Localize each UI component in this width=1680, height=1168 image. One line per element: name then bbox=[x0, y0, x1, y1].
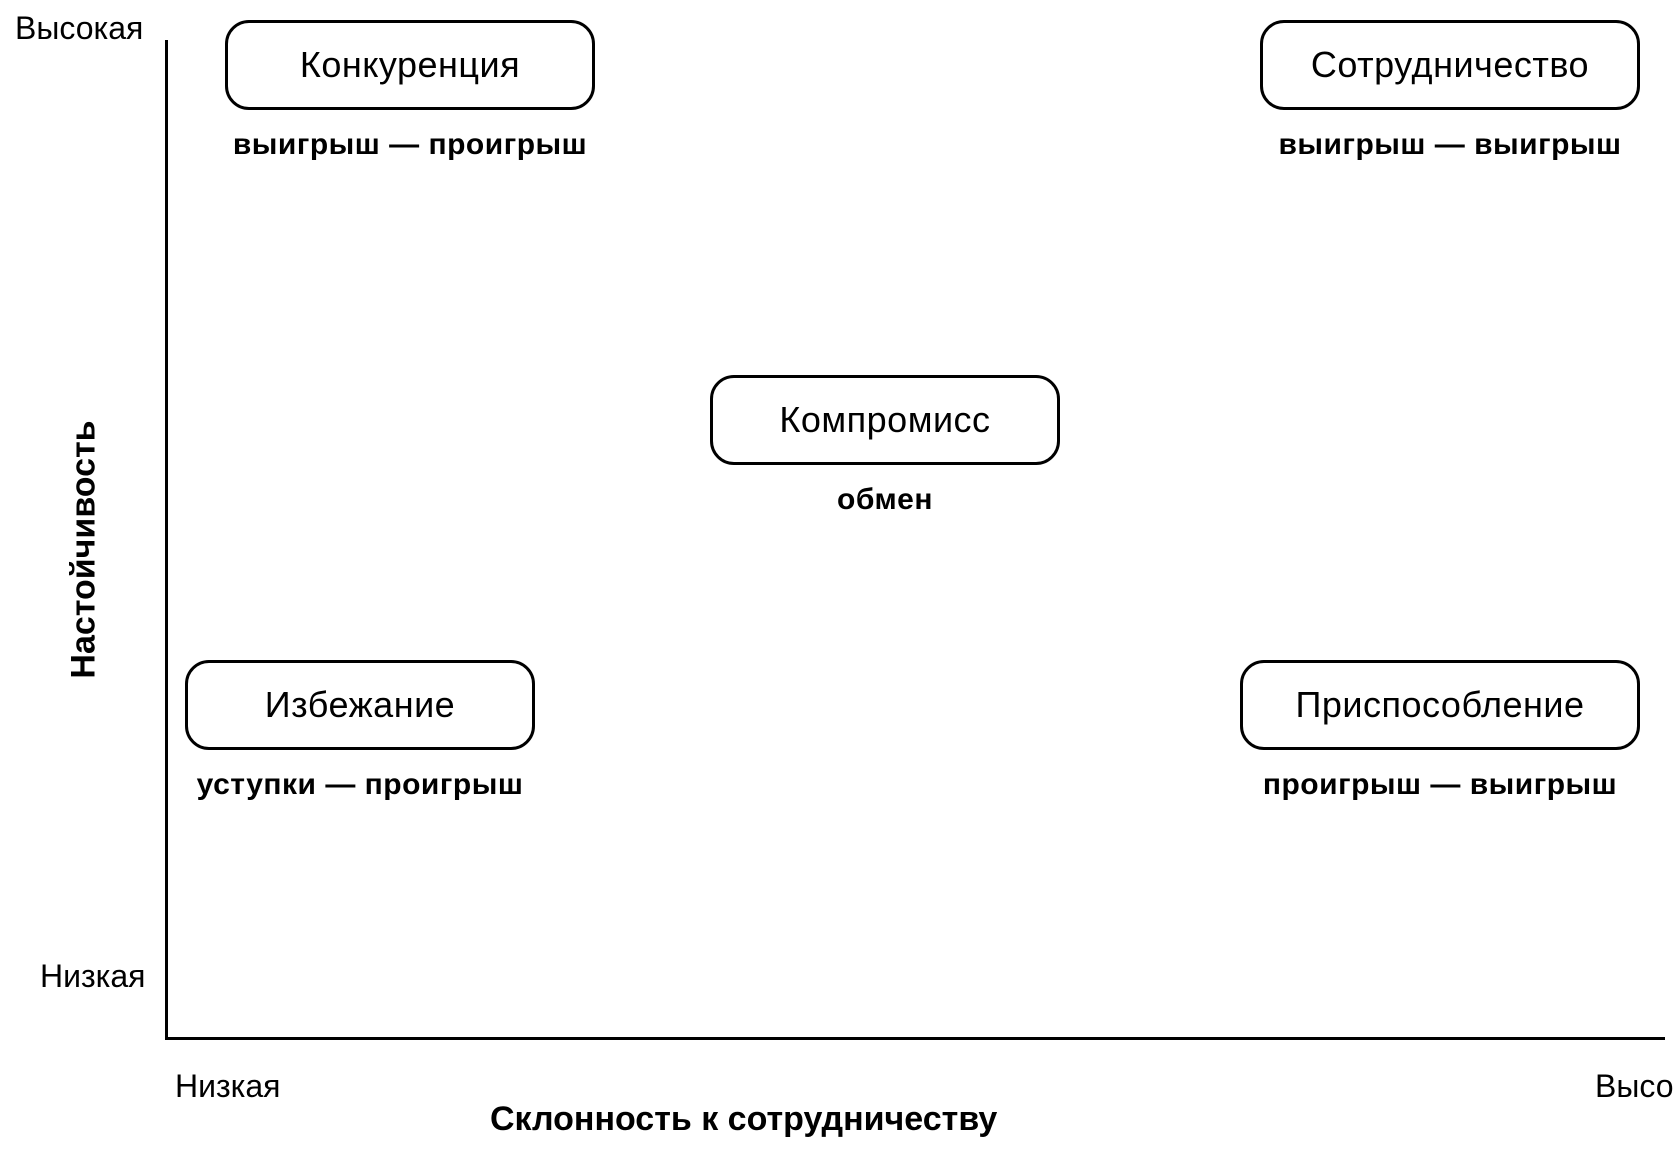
node-cooperation-subtitle: выигрыш — выигрыш bbox=[1278, 128, 1621, 162]
node-avoidance-subtitle: уступки — проигрыш bbox=[197, 768, 524, 802]
node-avoidance-box: Избежание bbox=[185, 660, 535, 750]
node-competition-box: Конкуренция bbox=[225, 20, 595, 110]
x-tick-low: Низкая bbox=[175, 1068, 280, 1105]
y-tick-low: Низкая bbox=[40, 958, 145, 995]
node-avoidance-title: Избежание bbox=[265, 684, 455, 726]
node-competition-subtitle: выигрыш — проигрыш bbox=[233, 128, 587, 162]
node-accommodation: Приспособление проигрыш — выигрыш bbox=[1240, 660, 1640, 802]
node-cooperation: Сотрудничество выигрыш — выигрыш bbox=[1260, 20, 1640, 162]
node-accommodation-box: Приспособление bbox=[1240, 660, 1640, 750]
plot-area: Конкуренция выигрыш — проигрыш Сотруднич… bbox=[165, 40, 1665, 1040]
node-avoidance: Избежание уступки — проигрыш bbox=[185, 660, 535, 802]
node-compromise-subtitle: обмен bbox=[837, 483, 933, 517]
y-axis-line bbox=[165, 40, 168, 1040]
node-accommodation-subtitle: проигрыш — выигрыш bbox=[1263, 768, 1617, 802]
x-axis-line bbox=[165, 1037, 1665, 1040]
x-tick-high: Высо bbox=[1595, 1068, 1674, 1105]
node-competition-title: Конкуренция bbox=[300, 44, 520, 86]
y-axis-label: Настойчивость bbox=[65, 420, 104, 678]
x-axis-label: Склонность к сотрудничеству bbox=[490, 1100, 997, 1139]
y-tick-high: Высокая bbox=[15, 10, 143, 47]
node-cooperation-title: Сотрудничество bbox=[1311, 44, 1589, 86]
node-cooperation-box: Сотрудничество bbox=[1260, 20, 1640, 110]
node-accommodation-title: Приспособление bbox=[1296, 684, 1585, 726]
node-competition: Конкуренция выигрыш — проигрыш bbox=[225, 20, 595, 162]
node-compromise: Компромисс обмен bbox=[710, 375, 1060, 517]
node-compromise-box: Компромисс bbox=[710, 375, 1060, 465]
node-compromise-title: Компромисс bbox=[779, 399, 990, 441]
